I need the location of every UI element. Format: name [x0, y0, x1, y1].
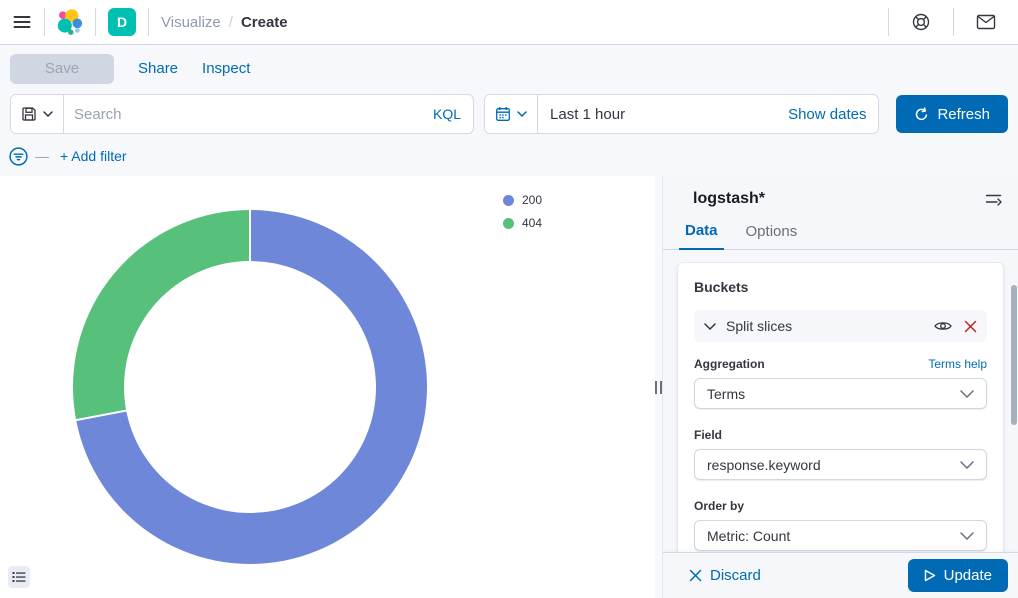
saved-query-menu-button[interactable]	[11, 95, 64, 133]
legend-label-404: 404	[522, 216, 543, 230]
chevron-down-icon	[517, 111, 527, 117]
show-dates-button[interactable]: Show dates	[788, 105, 867, 123]
save-query-floppy-icon	[22, 107, 36, 121]
search-input[interactable]	[64, 95, 421, 133]
legend-label-200: 200	[522, 193, 543, 207]
kql-language-button[interactable]: KQL	[421, 95, 473, 133]
grip-icon	[655, 380, 662, 394]
filter-options-icon[interactable]	[8, 146, 29, 167]
elastic-logo-icon[interactable]	[57, 9, 83, 35]
breadcrumb-separator: /	[228, 13, 233, 31]
filter-bar: — + Add filter	[0, 136, 1018, 176]
menu-hamburger-icon[interactable]	[12, 12, 32, 32]
calendar-icon	[496, 107, 510, 121]
update-button[interactable]: Update	[907, 559, 1008, 592]
space-switcher-badge[interactable]: D	[108, 8, 136, 36]
refresh-button[interactable]: Refresh	[896, 95, 1008, 133]
date-picker-group: Last 1 hour Show dates	[484, 94, 880, 134]
order-by-select[interactable]: Metric: Count	[694, 520, 987, 551]
buckets-card: Buckets Split slices	[677, 262, 1004, 598]
order-by-value: Metric: Count	[707, 527, 791, 544]
chart-legend: 200 404	[503, 193, 542, 230]
search-control-group: KQL	[10, 94, 475, 134]
panel-resize-handle[interactable]	[655, 176, 662, 598]
inspect-button[interactable]: Inspect	[202, 60, 251, 77]
newsfeed-envelope-icon[interactable]	[976, 14, 996, 30]
field-value: response.keyword	[707, 456, 821, 473]
visualization-editor-panel: logstash* Data Options Buckets Split sli…	[662, 176, 1018, 598]
field-label: Field	[694, 428, 723, 442]
donut-hole	[124, 261, 376, 513]
breadcrumb-visualize[interactable]: Visualize	[161, 13, 221, 31]
aggregation-label: Aggregation	[694, 357, 765, 371]
header-divider	[953, 8, 954, 36]
aggregation-value: Terms	[707, 385, 746, 402]
list-icon	[12, 572, 26, 582]
index-pattern-title: logstash*	[693, 190, 766, 207]
terms-help-link[interactable]: Terms help	[928, 357, 987, 371]
breadcrumb: Visualize / Create	[149, 0, 300, 44]
chevron-down-icon	[43, 111, 53, 117]
date-quick-menu-button[interactable]	[485, 95, 539, 133]
visualization-chart-panel: 200 404	[0, 176, 655, 598]
remove-bucket-x-icon[interactable]	[964, 320, 977, 333]
chevron-down-icon	[704, 322, 716, 330]
space-initial: D	[108, 8, 136, 36]
split-slices-label[interactable]: Split slices	[726, 318, 793, 334]
header-divider	[148, 8, 149, 36]
header-divider	[44, 8, 45, 36]
legend-dot-404	[503, 217, 514, 229]
order-by-label: Order by	[694, 499, 745, 513]
discard-button[interactable]: Discard	[689, 567, 761, 584]
header-divider	[888, 8, 889, 36]
chevron-down-icon	[960, 531, 974, 540]
app-header: D Visualize / Create	[0, 0, 1018, 45]
help-lifebuoy-icon[interactable]	[911, 12, 931, 32]
refresh-label: Refresh	[937, 105, 990, 123]
tab-data[interactable]: Data	[679, 218, 724, 250]
legend-dot-200	[503, 194, 514, 206]
legend-item-200[interactable]: 200	[503, 193, 542, 207]
filter-placeholder-dash: —	[35, 148, 49, 164]
buckets-title: Buckets	[694, 279, 749, 295]
split-slices-row[interactable]: Split slices	[694, 310, 987, 342]
refresh-icon	[916, 106, 928, 120]
main-content: 200 404 logstash*	[0, 176, 1018, 598]
aggregation-select[interactable]: Terms	[694, 378, 987, 409]
add-filter-button[interactable]: + Add filter	[60, 148, 127, 164]
tab-options[interactable]: Options	[740, 218, 804, 249]
time-range-value[interactable]: Last 1 hour	[550, 105, 626, 123]
header-divider	[95, 8, 96, 36]
chevron-down-icon	[960, 389, 974, 398]
panel-scrollbar[interactable]	[1011, 285, 1017, 425]
visualize-toolbar: Save Share Inspect	[0, 45, 1018, 92]
discard-label: Discard	[710, 567, 761, 584]
toggle-visibility-eye-icon[interactable]	[934, 320, 952, 332]
field-select[interactable]: response.keyword	[694, 449, 987, 480]
close-icon	[689, 569, 702, 582]
chevron-down-icon	[960, 460, 974, 469]
play-icon	[924, 569, 935, 582]
donut-chart[interactable]	[73, 210, 427, 564]
editor-footer: Discard Update	[663, 552, 1018, 598]
save-button[interactable]: Save	[10, 53, 114, 84]
legend-item-404[interactable]: 404	[503, 216, 542, 230]
legend-toggle-button[interactable]	[8, 566, 30, 588]
collapse-panel-icon[interactable]	[985, 192, 1002, 206]
editor-tabs: Data Options	[663, 208, 1018, 250]
breadcrumb-create: Create	[240, 13, 288, 31]
share-button[interactable]: Share	[138, 60, 179, 77]
query-bar: KQL Last 1 hour Show dates Refresh	[0, 92, 1018, 136]
update-label: Update	[943, 567, 992, 584]
